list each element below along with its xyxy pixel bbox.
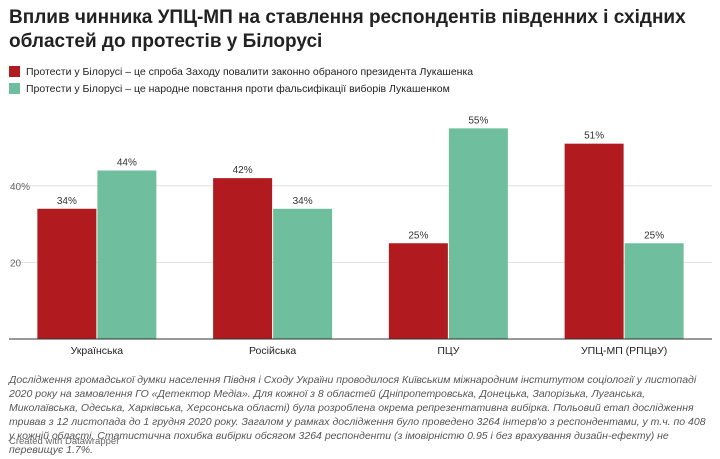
methodology-note: Дослідження громадської думки населення … xyxy=(9,374,706,456)
legend-item-series-2: Протести у Білорусі – це народне повстан… xyxy=(9,80,473,97)
legend-item-series-1: Протести у Білорусі – це спроба Заходу п… xyxy=(9,63,473,80)
bar-0-1 xyxy=(97,170,157,339)
data-label-0-0: 34% xyxy=(57,196,77,207)
data-label-2-0: 25% xyxy=(408,230,428,241)
bar-3-1 xyxy=(624,243,684,339)
legend-swatch-series-1 xyxy=(9,66,20,77)
legend-label-series-1: Протести у Білорусі – це спроба Заходу п… xyxy=(26,65,474,78)
legend-swatch-series-2 xyxy=(9,83,20,94)
bar-2-1 xyxy=(448,128,508,339)
y-tick-label-0: 20 xyxy=(10,258,22,269)
credit: Created with Datawrapper xyxy=(9,436,120,447)
category-label-1: Російська xyxy=(249,345,296,357)
category-label-2: ПЦУ xyxy=(437,345,459,357)
data-label-1-0: 42% xyxy=(233,165,253,176)
data-label-3-1: 25% xyxy=(644,230,664,241)
data-label-2-1: 55% xyxy=(468,115,488,126)
bar-0-0 xyxy=(37,208,97,339)
legend: Протести у Білорусі – це спроба Заходу п… xyxy=(9,63,473,97)
category-label-3: УПЦ-МП (РПЦвУ) xyxy=(581,345,667,357)
bar-1-0 xyxy=(213,178,273,339)
y-tick-label-1: 40% xyxy=(10,182,30,193)
bar-1-1 xyxy=(273,208,333,339)
category-label-0: Українська xyxy=(71,345,124,357)
chart-title: Вплив чинника УПЦ-МП на ставлення респон… xyxy=(9,7,686,52)
data-label-1-1: 34% xyxy=(293,196,313,207)
bar-2-0 xyxy=(388,243,448,339)
legend-label-series-2: Протести у Білорусі – це народне повстан… xyxy=(26,82,450,95)
data-label-3-0: 51% xyxy=(584,131,604,142)
bar-chart: 20 40% 34% 44% Українська 42% 34% Російська 25% 5… xyxy=(9,115,712,357)
bar-3-0 xyxy=(564,143,624,339)
data-label-0-1: 44% xyxy=(117,157,137,168)
